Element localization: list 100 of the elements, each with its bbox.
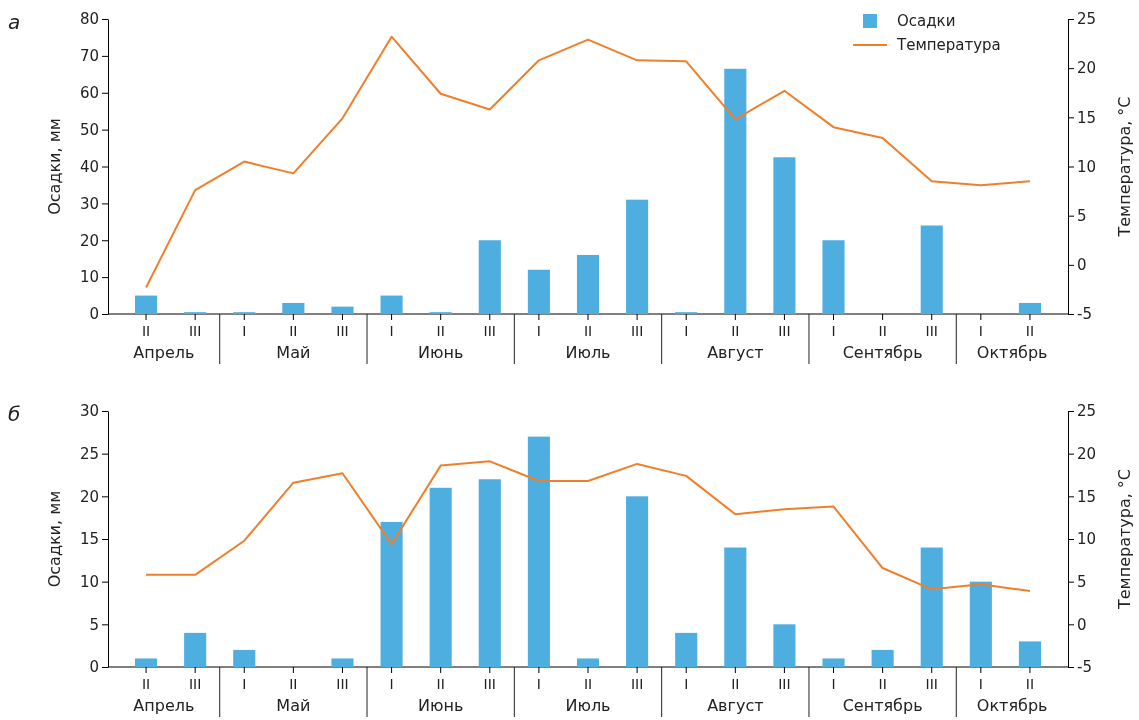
bar (626, 199, 649, 314)
x-tick-label: III (925, 675, 938, 692)
text: Сентябрь (842, 343, 923, 362)
y2-tick-label: 20 (1077, 59, 1097, 78)
y-tick-label: 20 (79, 487, 99, 506)
y2-tick-label: 10 (1077, 530, 1097, 549)
y-tick-label: 60 (79, 84, 99, 103)
text: Июль (565, 343, 611, 362)
y2-tick-label: 0 (1077, 615, 1087, 634)
x-tick-label: II (1025, 675, 1035, 692)
bar (969, 581, 992, 667)
text: Август (707, 343, 764, 362)
text: Октябрь (976, 696, 1048, 715)
x-tick-label: II (583, 322, 593, 339)
bar (576, 255, 600, 314)
x-tick-label: I (536, 675, 541, 692)
y2-tick-label: -5 (1077, 658, 1092, 677)
x-tick-label: III (188, 322, 202, 339)
text: Май (276, 343, 311, 362)
y2-tick-label: 25 (1077, 402, 1097, 421)
y-tick-label: 80 (79, 10, 99, 29)
bar (920, 547, 943, 667)
bar (1018, 302, 1041, 314)
bar (282, 302, 305, 314)
bar (380, 295, 403, 314)
x-tick-label: III (483, 322, 496, 339)
y-tick-label: 40 (79, 157, 99, 176)
x-tick-label: I (242, 322, 247, 339)
bar (724, 547, 747, 667)
y2-tick-label: 25 (1077, 10, 1097, 29)
bar (527, 436, 550, 667)
x-tick-label: II (1025, 322, 1035, 339)
y-tick-label: 15 (79, 530, 99, 549)
x-tick-label: II (731, 675, 740, 692)
bar (478, 240, 501, 314)
text: Май (276, 696, 311, 715)
bar (822, 240, 845, 314)
text: Июнь (418, 343, 464, 362)
bar (478, 479, 501, 667)
bar (135, 295, 158, 314)
x-tick-label: III (336, 322, 349, 339)
line-series (145, 460, 1031, 593)
bar (576, 658, 600, 667)
x-tick-label: III (630, 675, 644, 692)
bar (1018, 641, 1041, 667)
bar (626, 496, 649, 667)
x-tick-label: III (336, 675, 349, 692)
text: Апрель (133, 696, 195, 715)
text: Июнь (418, 696, 464, 715)
x-tick-label: III (188, 675, 202, 692)
x-tick-label: I (536, 322, 541, 339)
x-tick-label: III (925, 322, 938, 339)
y2-tick-label: 10 (1077, 157, 1097, 176)
x-tick-label: II (583, 675, 593, 692)
y2-axis-title: Температура, °C (1115, 96, 1134, 238)
x-tick-label: I (242, 675, 247, 692)
y-tick-label: 0 (89, 658, 99, 677)
y2-tick-label: 5 (1077, 572, 1087, 591)
bar (233, 649, 256, 667)
bar (184, 632, 207, 667)
bar (871, 649, 894, 667)
y2-axis-title: Температура, °C (1115, 468, 1134, 611)
text: Октябрь (976, 343, 1048, 362)
x-tick-label: III (630, 322, 644, 339)
y2-tick-label: 20 (1077, 444, 1097, 463)
bar (331, 306, 354, 314)
chart-title: а (8, 10, 21, 34)
x-tick-label: II (731, 322, 740, 339)
x-tick-label: I (831, 675, 836, 692)
text: Июль (565, 696, 611, 715)
y2-tick-label: 0 (1077, 256, 1087, 275)
y2-tick-label: -5 (1077, 305, 1092, 324)
y-axis-title: Осадки, мм (45, 118, 64, 215)
x-tick-label: II (878, 675, 887, 692)
x-tick-label: I (389, 322, 394, 339)
bar (331, 658, 354, 667)
x-tick-label: II (289, 322, 298, 339)
text: Август (707, 696, 764, 715)
x-tick-label: II (141, 675, 151, 692)
bar (920, 225, 943, 314)
x-tick-label: III (778, 322, 791, 339)
x-tick-label: II (289, 675, 298, 692)
bar (527, 269, 550, 314)
y2-tick-label: 5 (1077, 206, 1087, 225)
y-tick-label: 30 (79, 402, 99, 421)
bar (822, 658, 845, 667)
y-tick-label: 50 (79, 120, 99, 139)
y-tick-label: 70 (79, 47, 99, 66)
y-tick-label: 10 (79, 572, 99, 591)
x-tick-label: I (978, 322, 983, 339)
x-tick-label: II (436, 322, 445, 339)
bar (675, 632, 698, 667)
x-tick-label: II (436, 675, 445, 692)
y-tick-label: 10 (79, 268, 99, 287)
x-tick-label: II (878, 322, 887, 339)
y-axis-title: Осадки, мм (45, 490, 64, 588)
bar (773, 624, 796, 667)
y2-tick-label: 15 (1077, 487, 1097, 506)
x-tick-label: III (483, 675, 496, 692)
y-tick-label: 25 (79, 444, 99, 463)
